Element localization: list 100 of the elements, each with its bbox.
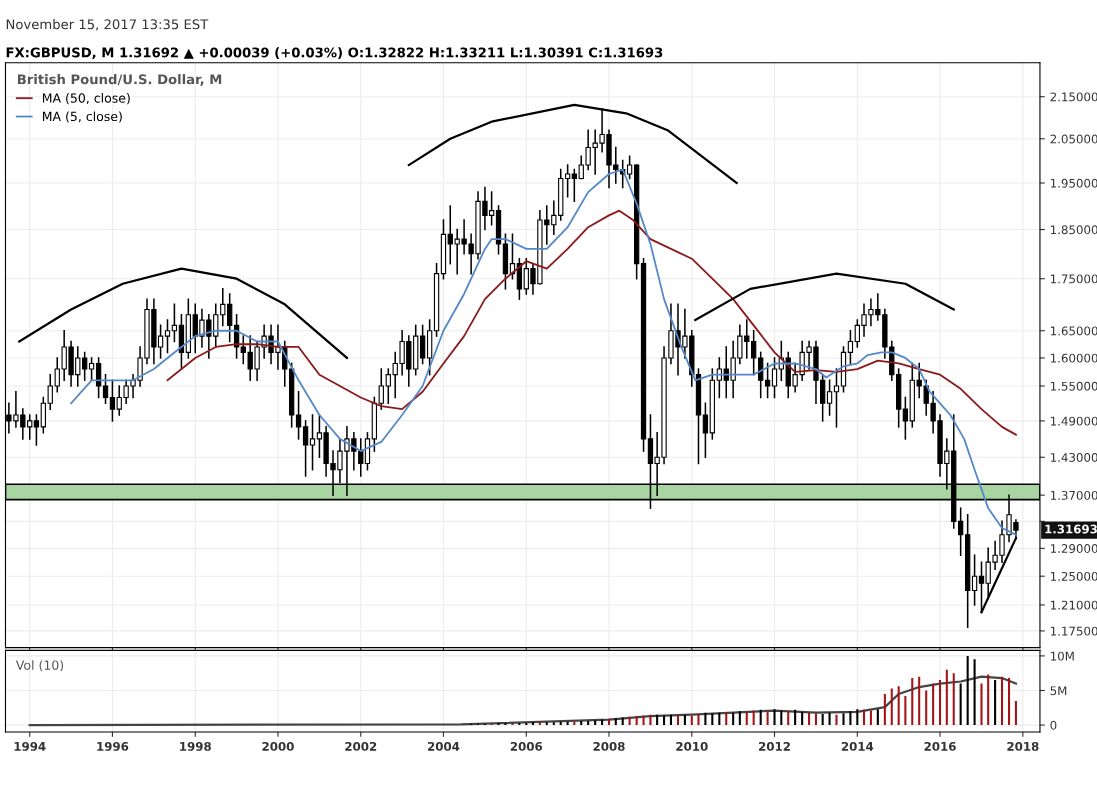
bar xyxy=(752,710,755,726)
y-tick-label: 1.65000 xyxy=(1050,326,1097,336)
x-tick-label: 2010 xyxy=(676,741,708,751)
candlestick xyxy=(847,329,854,365)
bar xyxy=(504,723,507,726)
bar xyxy=(732,712,735,726)
bar xyxy=(869,710,872,726)
bar xyxy=(828,712,831,726)
bar xyxy=(711,713,714,726)
bar xyxy=(697,714,700,726)
bar xyxy=(952,673,955,726)
bar xyxy=(966,655,969,726)
legend-title: British Pound/U.S. Dollar, M xyxy=(17,74,222,86)
bar xyxy=(531,722,535,726)
x-tick-label: 2004 xyxy=(427,741,460,751)
y-tick-label: 1.21000 xyxy=(1050,600,1097,610)
legend-label: MA (5, close) xyxy=(42,111,122,123)
bar xyxy=(725,711,728,726)
x-tick-label: 2014 xyxy=(841,741,874,751)
bar xyxy=(794,709,797,726)
x-tick-label: 1998 xyxy=(180,741,211,751)
line-series xyxy=(18,267,349,360)
line-series xyxy=(407,103,738,185)
bar xyxy=(525,723,528,726)
bar xyxy=(766,711,769,726)
bar xyxy=(1007,678,1011,726)
bar xyxy=(918,676,921,726)
x-tick-label: 1994 xyxy=(14,741,46,751)
bar xyxy=(1000,676,1004,726)
chart-title: FX:GBPUSD, M 1.31692 ▲ +0.00039 (+0.03%) O:1.32822 H:1.33211 L:1.30391 C:1.31693 xyxy=(6,47,663,60)
y-tick-label: 1.49000 xyxy=(1050,416,1097,426)
y-tick-label: 1.29000 xyxy=(1050,544,1097,554)
x-tick-label: 1996 xyxy=(97,741,129,751)
y-tick-label: 1.25000 xyxy=(1050,571,1097,581)
bar xyxy=(518,723,521,726)
bar xyxy=(676,715,680,726)
y-tick-label: 1.43000 xyxy=(1050,452,1097,462)
candlestick xyxy=(702,402,709,459)
candlestick xyxy=(419,324,426,365)
text: Vol (10) xyxy=(15,660,64,672)
candlestick xyxy=(833,368,840,428)
candlestick xyxy=(309,414,316,471)
bar xyxy=(663,715,666,726)
y-tick-label: 1.95000 xyxy=(1050,178,1097,188)
line-series xyxy=(70,168,1017,536)
bar xyxy=(759,709,762,726)
bar xyxy=(897,686,900,726)
candlestick xyxy=(902,396,909,440)
x-tick-label: 2018 xyxy=(1007,741,1039,751)
candlestick xyxy=(88,357,95,382)
bar xyxy=(621,717,624,726)
bar xyxy=(594,720,597,726)
x-tick-label: 2006 xyxy=(510,741,543,751)
bar xyxy=(545,722,548,726)
bar xyxy=(911,678,914,726)
bar xyxy=(773,709,776,726)
bar xyxy=(628,716,631,726)
bar xyxy=(642,715,645,726)
bar xyxy=(669,714,672,726)
y-tick-label: 2.05000 xyxy=(1050,134,1097,144)
candlestick xyxy=(33,414,40,446)
bar xyxy=(601,719,604,726)
bar xyxy=(835,714,838,726)
candlestick xyxy=(378,368,384,410)
bar xyxy=(738,711,741,726)
bar xyxy=(780,710,783,726)
x-tick-label: 2012 xyxy=(759,741,790,751)
line-series xyxy=(28,675,1018,727)
y-tick-label: 1.37000 xyxy=(1050,490,1097,500)
bar xyxy=(994,680,997,726)
y-tick-label: 1.75000 xyxy=(1050,274,1097,284)
candlestick xyxy=(295,390,302,440)
candlestick xyxy=(826,379,833,416)
bar xyxy=(614,718,617,726)
bar xyxy=(849,711,852,726)
y-tick-label: 10M xyxy=(1050,651,1074,661)
candlestick xyxy=(764,362,771,399)
bar xyxy=(876,709,879,726)
bar xyxy=(925,690,928,726)
y-tick-label: 0 xyxy=(1050,720,1057,730)
bar xyxy=(801,711,804,726)
bar xyxy=(607,718,611,726)
candlestick xyxy=(564,164,571,198)
bar xyxy=(497,723,500,726)
bar xyxy=(649,714,652,726)
bar xyxy=(683,714,686,726)
bar xyxy=(939,680,942,726)
x-tick-label: 2016 xyxy=(924,741,956,751)
bar xyxy=(635,716,638,726)
x-tick-label: 2000 xyxy=(262,741,294,751)
bar xyxy=(890,688,893,726)
bar xyxy=(821,714,824,726)
text: November 15, 2017 13:35 EST xyxy=(6,19,209,31)
bar xyxy=(808,712,811,726)
candlestick xyxy=(302,420,309,477)
bar xyxy=(704,712,707,726)
candlestick xyxy=(164,319,171,354)
bar xyxy=(932,683,935,726)
text: 1.31693 xyxy=(1045,524,1097,534)
candlestick xyxy=(971,554,978,606)
